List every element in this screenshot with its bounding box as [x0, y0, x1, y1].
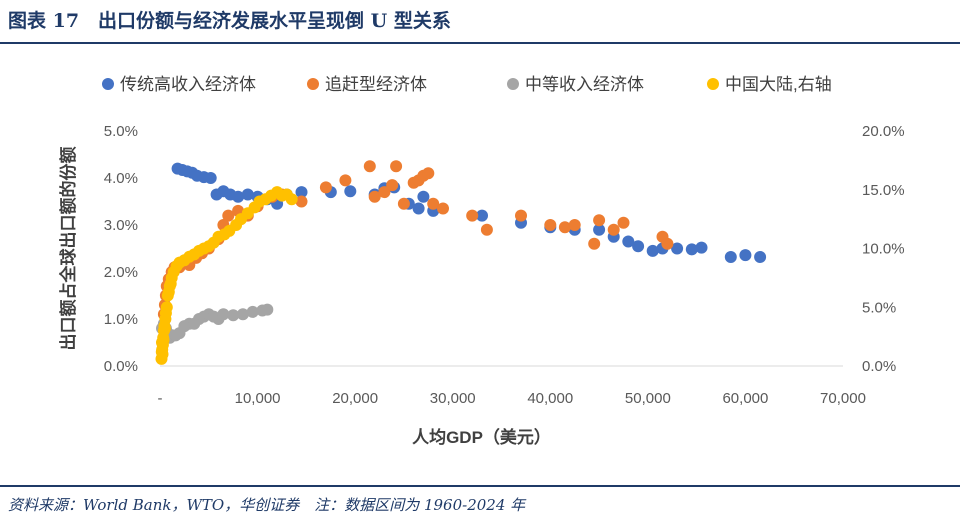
data-point-series-0: [344, 185, 357, 198]
data-point-series-2: [217, 308, 230, 321]
data-point-series-1: [422, 167, 435, 180]
data-point-series-1: [378, 186, 391, 199]
data-point-series-0: [754, 251, 767, 263]
data-point-series-1: [386, 179, 399, 192]
y-tick-label: 0.0%: [104, 358, 138, 375]
x-tick-label: 60,000: [722, 390, 768, 407]
footer-rule: [0, 485, 960, 487]
figure-source: 资料来源：World Bank，WTO，华创证券 注：数据区间为 1960-20…: [8, 496, 526, 514]
data-point-series-3: [160, 301, 173, 314]
data-point-series-0: [695, 241, 708, 254]
data-point-series-1: [427, 197, 440, 210]
y2-tick-label: 20.0%: [862, 123, 905, 140]
y2-tick-label: 10.0%: [862, 241, 905, 258]
data-point-series-0: [646, 244, 659, 257]
data-point-series-1: [515, 209, 527, 222]
legend-marker: [307, 78, 319, 90]
y-tick-label: 4.0%: [104, 170, 138, 187]
x-tick-label: 50,000: [625, 390, 671, 407]
data-point-series-1: [593, 214, 606, 227]
data-point-series-1: [339, 174, 352, 187]
data-point-series-1: [617, 216, 630, 229]
data-point-series-0: [593, 223, 606, 236]
x-tick-label: 40,000: [527, 390, 573, 407]
data-point-series-1: [558, 221, 571, 234]
data-point-series-0: [476, 209, 488, 222]
x-tick-label: 20,000: [332, 390, 378, 407]
data-point-series-0: [622, 235, 635, 248]
data-point-series-2: [261, 303, 274, 316]
y2-tick-label: 5.0%: [862, 299, 896, 316]
data-point-series-0: [417, 190, 430, 203]
data-point-series-3: [158, 322, 171, 335]
y2-tick-label: 15.0%: [862, 182, 905, 199]
data-point-series-1: [397, 197, 410, 210]
legend-marker: [102, 78, 114, 90]
data-point-series-0: [671, 242, 684, 255]
y-tick-label: 1.0%: [104, 311, 138, 328]
data-point-series-2: [236, 308, 249, 321]
x-tick-label: 30,000: [430, 390, 476, 407]
data-point-series-3: [156, 348, 169, 361]
legend-label: 中国大陆,右轴: [725, 75, 832, 94]
x-tick-label: 10,000: [235, 390, 281, 407]
y2-tick-label: 0.0%: [862, 358, 896, 375]
y-tick-label: 2.0%: [104, 264, 138, 281]
figure-title: 图表 17 出口份额与经济发展水平呈现倒 U 型关系: [8, 10, 451, 32]
scatter-chart: 0.0% 1.0% 2.0% 3.0% 4.0% 5.0% 0.0% 5.0% 10.0% 15.…: [58, 75, 905, 447]
data-point-series-0: [739, 249, 752, 262]
data-point-series-0: [204, 172, 217, 184]
data-point-series-0: [295, 186, 308, 199]
data-point-series-0: [632, 240, 645, 253]
y-tick-label: 5.0%: [104, 123, 138, 140]
data-point-series-1: [295, 195, 308, 208]
data-point-series-0: [685, 243, 698, 256]
data-point-series-0: [724, 251, 737, 263]
y-axis-title: 出口额占全球出口额的份额: [58, 147, 78, 351]
data-point-series-0: [241, 188, 254, 201]
data-point-series-1: [568, 219, 581, 231]
data-point-series-1: [480, 223, 493, 236]
data-point-series-1: [544, 219, 557, 231]
x-axis-title: 人均GDP（美元）: [412, 427, 551, 447]
data-point-series-1: [607, 223, 620, 236]
legend-marker: [507, 78, 519, 90]
data-point-series-1: [390, 160, 403, 173]
legend-label: 传统高收入经济体: [120, 75, 256, 94]
legend-label: 中等收入经济体: [525, 75, 644, 94]
data-point-series-1: [466, 209, 479, 222]
data-point-series-1: [437, 202, 449, 215]
data-point-series-0: [412, 202, 425, 215]
data-point-series-1: [319, 181, 332, 194]
data-point-series-2: [227, 309, 240, 322]
data-point-series-3: [285, 193, 298, 206]
legend-marker: [707, 78, 719, 90]
header-rule: [0, 42, 960, 44]
legend-label: 追赶型经济体: [325, 75, 427, 94]
data-point-series-1: [363, 160, 376, 173]
x-tick-label: 70,000: [820, 390, 866, 407]
figure-header: 图表 17 出口份额与经济发展水平呈现倒 U 型关系: [0, 0, 960, 44]
data-point-series-1: [661, 237, 674, 250]
data-point-series-1: [588, 237, 601, 250]
data-point-series-3: [157, 334, 170, 347]
data-point-series-0: [232, 190, 245, 203]
data-point-series-2: [246, 305, 259, 318]
data-point-series-1: [368, 190, 381, 203]
x-tick-label: -: [158, 390, 163, 407]
data-point-series-1: [222, 209, 235, 222]
y-tick-label: 3.0%: [104, 217, 138, 234]
